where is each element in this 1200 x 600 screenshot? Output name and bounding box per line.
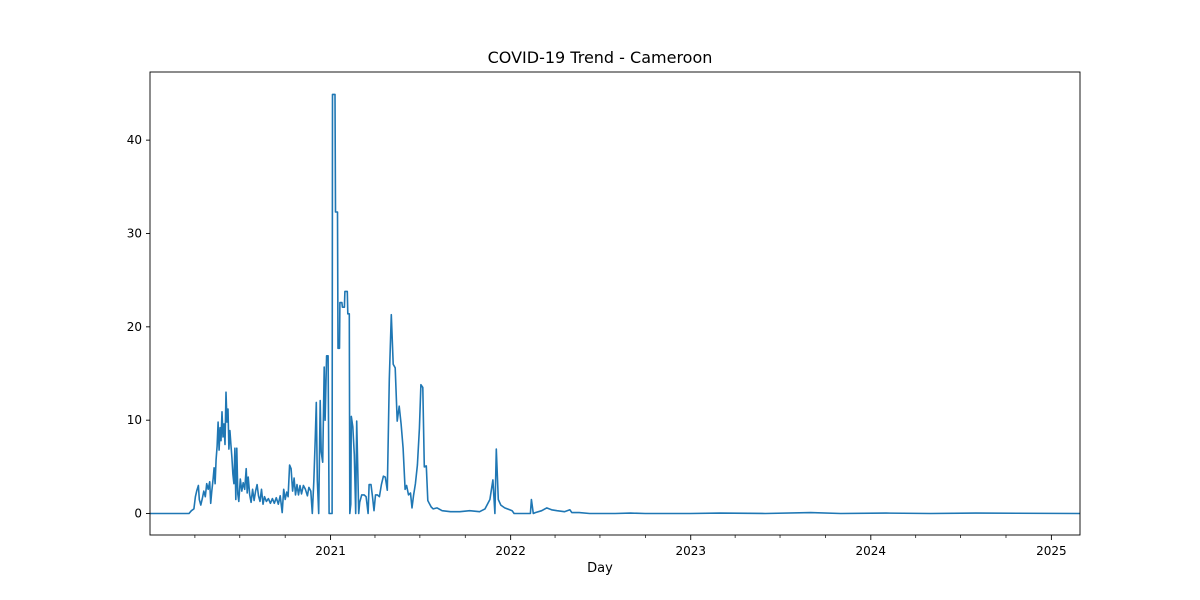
axes: 0 10 20 30 40 2021 2022 2023 2024 2025 [127, 71, 1081, 558]
plot-area [150, 93, 1081, 515]
x-tick-label-2021: 2021 [315, 544, 346, 558]
x-tick-label-2025: 2025 [1036, 544, 1067, 558]
plot-frame [149, 71, 1081, 536]
series-line-0 [150, 93, 1081, 515]
x-tick-label-2024: 2024 [856, 544, 887, 558]
y-tick-label-40: 40 [127, 133, 142, 147]
y-tick-label-30: 30 [127, 226, 142, 240]
y-tick-label-10: 10 [127, 413, 142, 427]
x-tick-label-2023: 2023 [675, 544, 706, 558]
chart-title: COVID-19 Trend - Cameroon [487, 48, 713, 67]
y-tick-label-20: 20 [127, 320, 142, 334]
x-tick-label-2022: 2022 [495, 544, 526, 558]
x-axis-label: Day [587, 561, 613, 576]
y-tick-label-0: 0 [134, 507, 142, 521]
